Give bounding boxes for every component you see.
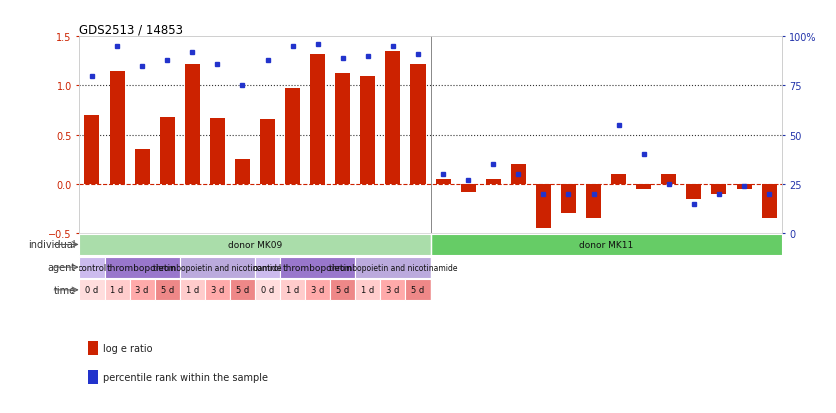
Bar: [762, 185, 777, 219]
Bar: [511, 165, 526, 185]
Text: GDS2513 / 14853: GDS2513 / 14853: [79, 23, 183, 36]
Text: 1 d: 1 d: [361, 286, 375, 294]
Text: 1 d: 1 d: [110, 286, 124, 294]
Bar: [536, 185, 551, 229]
Bar: [280, 280, 305, 301]
Bar: [185, 65, 200, 185]
Text: 1 d: 1 d: [186, 286, 199, 294]
Bar: [280, 257, 355, 278]
Text: 5 d: 5 d: [161, 286, 174, 294]
Text: agent: agent: [48, 263, 76, 273]
Bar: [255, 257, 280, 278]
Bar: [561, 185, 576, 214]
Bar: [180, 257, 255, 278]
Bar: [305, 280, 330, 301]
Text: individual: individual: [28, 240, 76, 250]
Text: log e ratio: log e ratio: [103, 343, 152, 353]
Bar: [431, 235, 782, 255]
Bar: [205, 280, 230, 301]
Text: thrombopoietin and nicotinamide: thrombopoietin and nicotinamide: [153, 263, 282, 272]
Text: 3 d: 3 d: [311, 286, 324, 294]
Bar: [486, 180, 501, 185]
Text: thrombopoietin: thrombopoietin: [107, 263, 177, 272]
Text: 5 d: 5 d: [236, 286, 249, 294]
Text: donor MK09: donor MK09: [228, 240, 282, 249]
Bar: [737, 185, 752, 189]
Bar: [180, 280, 205, 301]
Bar: [84, 116, 99, 185]
Bar: [335, 74, 350, 185]
Bar: [255, 280, 280, 301]
Bar: [385, 52, 400, 185]
Text: donor MK11: donor MK11: [579, 240, 633, 249]
Text: 0 d: 0 d: [85, 286, 99, 294]
Bar: [410, 65, 426, 185]
Bar: [586, 185, 601, 219]
Text: 0 d: 0 d: [261, 286, 274, 294]
Text: 1 d: 1 d: [286, 286, 299, 294]
Text: thrombopoietin: thrombopoietin: [283, 263, 353, 272]
Bar: [104, 280, 130, 301]
Bar: [79, 280, 104, 301]
Text: 5 d: 5 d: [411, 286, 425, 294]
Bar: [230, 280, 255, 301]
Text: control: control: [253, 263, 282, 272]
Text: control: control: [78, 263, 106, 272]
Bar: [210, 119, 225, 185]
Bar: [611, 175, 626, 185]
Bar: [360, 76, 375, 185]
Bar: [235, 160, 250, 185]
Bar: [380, 280, 405, 301]
Text: thrombopoietin and nicotinamide: thrombopoietin and nicotinamide: [329, 263, 457, 272]
Bar: [104, 257, 180, 278]
Bar: [636, 185, 651, 189]
Text: percentile rank within the sample: percentile rank within the sample: [103, 372, 268, 382]
Bar: [330, 280, 355, 301]
Bar: [355, 257, 431, 278]
Text: 5 d: 5 d: [336, 286, 349, 294]
Bar: [285, 89, 300, 185]
Text: 3 d: 3 d: [211, 286, 224, 294]
Bar: [661, 175, 676, 185]
Bar: [260, 120, 275, 185]
Bar: [110, 71, 125, 185]
Text: time: time: [54, 285, 76, 295]
Bar: [355, 280, 380, 301]
Bar: [160, 118, 175, 185]
Bar: [436, 180, 451, 185]
Bar: [79, 235, 431, 255]
Text: 3 d: 3 d: [386, 286, 400, 294]
Bar: [461, 185, 476, 192]
Bar: [711, 185, 726, 194]
Bar: [686, 185, 701, 199]
Bar: [155, 280, 180, 301]
Bar: [79, 257, 104, 278]
Bar: [130, 280, 155, 301]
Bar: [405, 280, 431, 301]
Bar: [135, 150, 150, 185]
Text: 3 d: 3 d: [135, 286, 149, 294]
Bar: [310, 55, 325, 185]
